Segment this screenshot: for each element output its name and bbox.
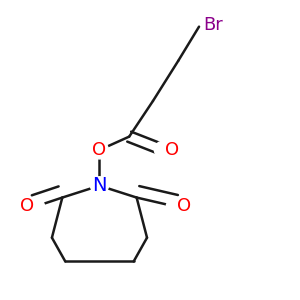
Circle shape — [91, 177, 108, 195]
Circle shape — [27, 198, 44, 215]
Circle shape — [166, 198, 184, 215]
Text: O: O — [92, 141, 106, 159]
Text: O: O — [165, 141, 179, 159]
Circle shape — [154, 141, 172, 159]
Circle shape — [91, 141, 108, 159]
Text: N: N — [92, 176, 107, 195]
Text: Br: Br — [203, 16, 223, 34]
Text: O: O — [177, 197, 191, 215]
Text: O: O — [20, 197, 34, 215]
